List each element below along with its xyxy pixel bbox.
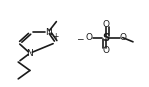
Text: +: + [52, 32, 58, 41]
Text: −: − [76, 34, 84, 43]
Text: O: O [119, 33, 126, 42]
Text: S: S [102, 33, 110, 43]
Text: O: O [103, 46, 109, 55]
Text: N: N [45, 28, 52, 37]
Text: N: N [27, 49, 33, 58]
Text: O: O [86, 33, 93, 42]
Text: O: O [103, 20, 109, 29]
